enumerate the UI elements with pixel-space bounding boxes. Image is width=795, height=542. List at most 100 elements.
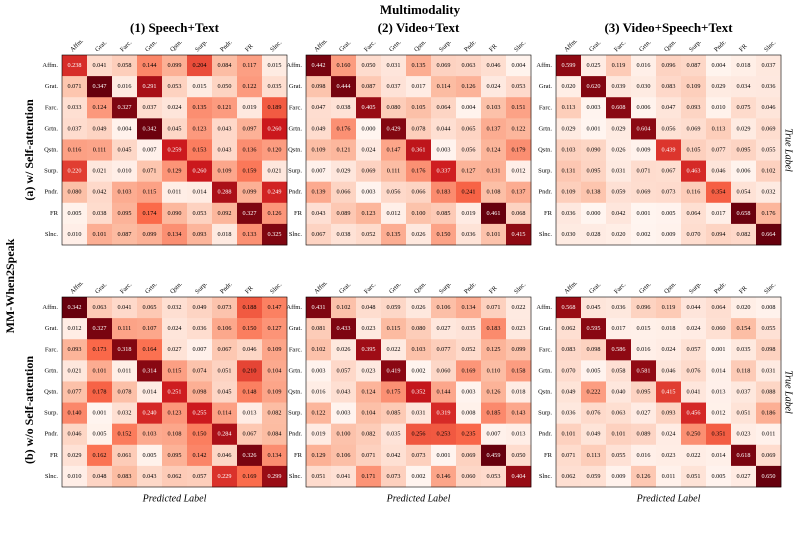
- heatmap-cell: [306, 181, 332, 204]
- cell-label: 0.429: [387, 125, 401, 132]
- heatmap-cell: [581, 118, 607, 140]
- heatmap-cell: [431, 381, 457, 403]
- cell-label: 0.288: [218, 189, 232, 196]
- heatmap-cell: [506, 160, 532, 182]
- cell-label: 0.109: [218, 168, 232, 175]
- heatmap-cell: [331, 139, 357, 161]
- heatmap-cell: [62, 97, 88, 119]
- cell-label: 0.053: [487, 473, 501, 480]
- heatmap-cell: [656, 223, 682, 246]
- cell-label: 0.069: [762, 125, 776, 132]
- heatmap-cell: [706, 160, 732, 182]
- heatmap-cell: [406, 360, 432, 382]
- y-tick-label: Pndr.: [44, 189, 58, 196]
- heatmap-cell: [431, 297, 457, 319]
- cell-label: 0.050: [362, 62, 376, 69]
- heatmap-cell: [481, 339, 507, 361]
- cell-label: 0.005: [143, 452, 157, 459]
- heatmap-cell: [162, 97, 188, 119]
- cell-label: 0.039: [612, 83, 626, 90]
- y-tick-label: Slnc.: [539, 231, 553, 238]
- heatmap-cell: [381, 381, 407, 403]
- cell-label: 0.085: [387, 410, 401, 417]
- cell-label: 0.063: [462, 62, 476, 69]
- cell-label: 0.053: [193, 210, 207, 217]
- heatmap-cell: [631, 139, 657, 161]
- cell-label: 0.075: [737, 104, 751, 111]
- panel-title: (1) Speech+Text: [130, 20, 220, 35]
- y-tick-label: Pndr.: [538, 431, 552, 438]
- heatmap-cell: [556, 381, 582, 403]
- cell-label: 0.098: [587, 346, 601, 353]
- cell-label: 0.101: [93, 231, 107, 238]
- heatmap-cell: [606, 465, 632, 488]
- heatmap-cell: [756, 55, 782, 77]
- cell-label: 0.101: [612, 431, 626, 438]
- heatmap-cell: [356, 318, 382, 340]
- cell-label: 0.005: [93, 431, 107, 438]
- heatmap-cell: [212, 55, 238, 77]
- x-tick-label: Qstn.: [413, 280, 428, 295]
- cell-label: 0.049: [193, 304, 207, 311]
- cell-label: 0.047: [662, 104, 676, 111]
- cell-label: 0.183: [437, 189, 451, 196]
- heatmap-cell: [306, 297, 332, 319]
- cell-label: 0.044: [437, 125, 451, 132]
- x-tick-label: Pndr.: [219, 39, 234, 54]
- cell-label: 0.109: [562, 189, 576, 196]
- heatmap-cell: [381, 297, 407, 319]
- heatmap-cell: [237, 339, 263, 361]
- cell-label: 0.326: [243, 452, 257, 459]
- heatmap-cell: [656, 139, 682, 161]
- heatmap-cell: [681, 465, 707, 488]
- heatmap-cell: [456, 223, 482, 246]
- y-tick-label: Qstn.: [44, 388, 58, 395]
- heatmap-cell: [262, 318, 288, 340]
- cell-label: 0.121: [337, 146, 351, 153]
- x-tick-label: Surp.: [438, 38, 453, 53]
- heatmap-cell: [506, 381, 532, 403]
- heatmap-cell: [331, 297, 357, 319]
- heatmap-cell: [406, 423, 432, 446]
- cell-label: 0.071: [143, 168, 157, 175]
- heatmap-cell: [356, 402, 382, 424]
- heatmap-cell: [137, 318, 163, 340]
- cell-label: 0.011: [662, 473, 676, 480]
- heatmap-cell: [112, 139, 138, 161]
- y-axis-label: True Label: [783, 370, 794, 414]
- heatmap-cell: [506, 97, 532, 119]
- heatmap-cell: [731, 423, 757, 446]
- heatmap-cell: [237, 402, 263, 424]
- cell-label: 0.067: [243, 431, 257, 438]
- cell-label: 0.220: [68, 168, 82, 175]
- cell-label: 0.291: [143, 83, 157, 90]
- heatmap-cell: [431, 465, 457, 488]
- y-tick-label: Slnc.: [289, 231, 303, 238]
- cell-label: 0.060: [712, 325, 726, 332]
- cell-label: 0.038: [337, 231, 351, 238]
- cell-label: 0.108: [487, 189, 501, 196]
- cell-label: 0.069: [437, 62, 451, 69]
- heatmap-cell: [406, 381, 432, 403]
- heatmap-cell: [262, 381, 288, 403]
- heatmap-cell: [262, 402, 288, 424]
- cell-label: 0.104: [362, 410, 376, 417]
- cell-label: 0.059: [587, 473, 601, 480]
- panel-frame: [305, 54, 532, 246]
- y-tick-label: Slnc.: [289, 473, 303, 480]
- heatmap-cell: [731, 181, 757, 204]
- heatmap-cell: [581, 339, 607, 361]
- heatmap-cell: [556, 76, 582, 98]
- heatmap-cell: [656, 465, 682, 488]
- cell-label: 0.023: [737, 431, 751, 438]
- cell-label: 0.442: [312, 62, 326, 69]
- heatmap-cell: [87, 444, 113, 467]
- heatmap-cell: [262, 118, 288, 140]
- heatmap-cell: [506, 360, 532, 382]
- x-tick-label: Qstn.: [413, 38, 428, 53]
- x-tick-label: Grat.: [338, 39, 353, 54]
- cell-label: 0.064: [712, 304, 726, 311]
- y-tick-label: Surp.: [44, 410, 58, 417]
- heatmap-cell: [656, 55, 682, 77]
